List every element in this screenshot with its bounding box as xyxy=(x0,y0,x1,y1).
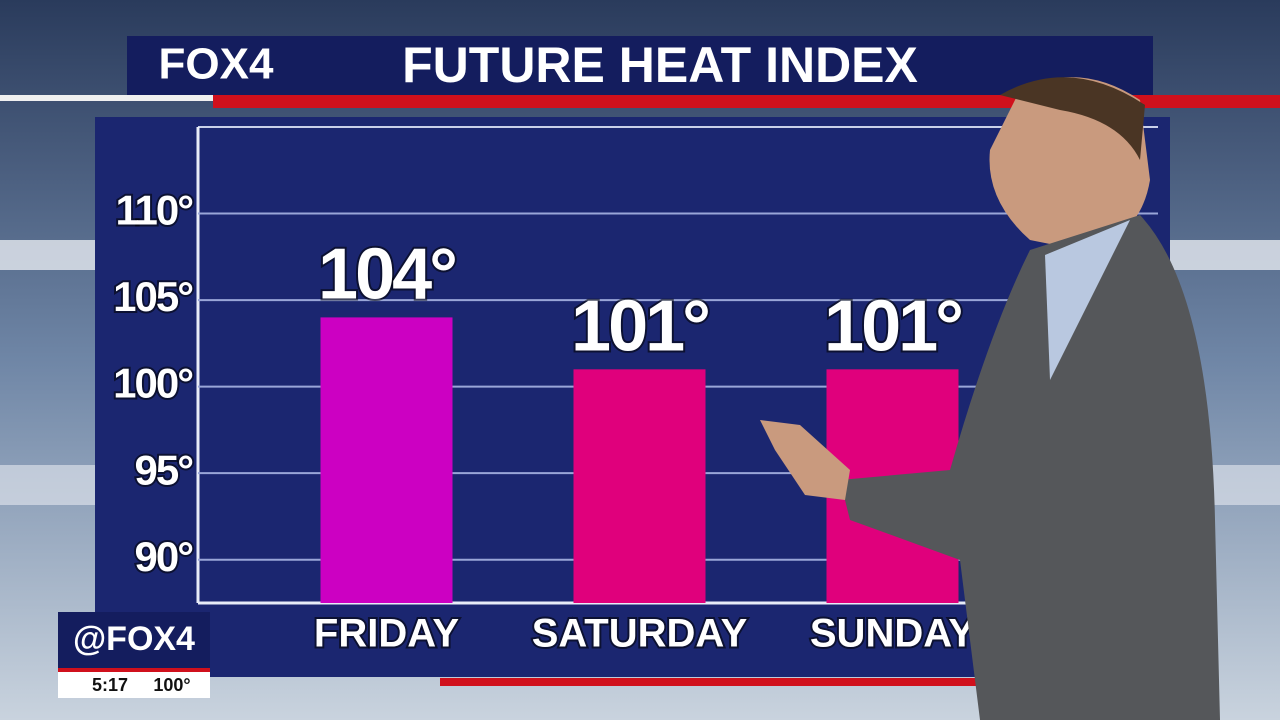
presenter-hand xyxy=(760,420,850,500)
handle: @FOX4 xyxy=(73,620,195,658)
y-tick-label: 95° xyxy=(134,446,192,493)
value-label: 101° xyxy=(824,286,961,366)
presenter-shirt xyxy=(1045,220,1130,380)
title-stripe xyxy=(0,95,215,101)
bar xyxy=(320,317,453,603)
x-tick-label: Sunday xyxy=(810,612,976,656)
presenter xyxy=(760,77,1220,720)
presenter-suit xyxy=(840,215,1220,720)
y-tick-label: 110° xyxy=(115,187,192,234)
x-tick-label: Saturday xyxy=(532,612,748,656)
value-label: 101° xyxy=(571,286,708,366)
bottom-stripe xyxy=(440,678,980,686)
y-tick-label: 100° xyxy=(113,360,192,407)
clock: 5:17 xyxy=(92,675,128,695)
current-temp: 100° xyxy=(153,675,190,695)
y-tick-label: 105° xyxy=(113,273,192,320)
bug-footer xyxy=(58,672,210,698)
y-tick-label: 90° xyxy=(134,533,192,580)
value-label: 104° xyxy=(318,234,455,314)
bug xyxy=(58,612,210,670)
title-bar xyxy=(127,36,1153,96)
bar xyxy=(573,369,706,603)
logo: FOX4 xyxy=(159,40,274,89)
x-tick-label: Friday xyxy=(314,612,460,656)
presenter-hair xyxy=(1000,77,1145,160)
bug-stripe xyxy=(58,668,210,672)
plot-area: 90° 95° 100° 105° 110° 104° Friday 101° Saturday… xyxy=(111,126,1158,658)
chart-title: FUTURE HEAT INDEX xyxy=(402,37,918,93)
